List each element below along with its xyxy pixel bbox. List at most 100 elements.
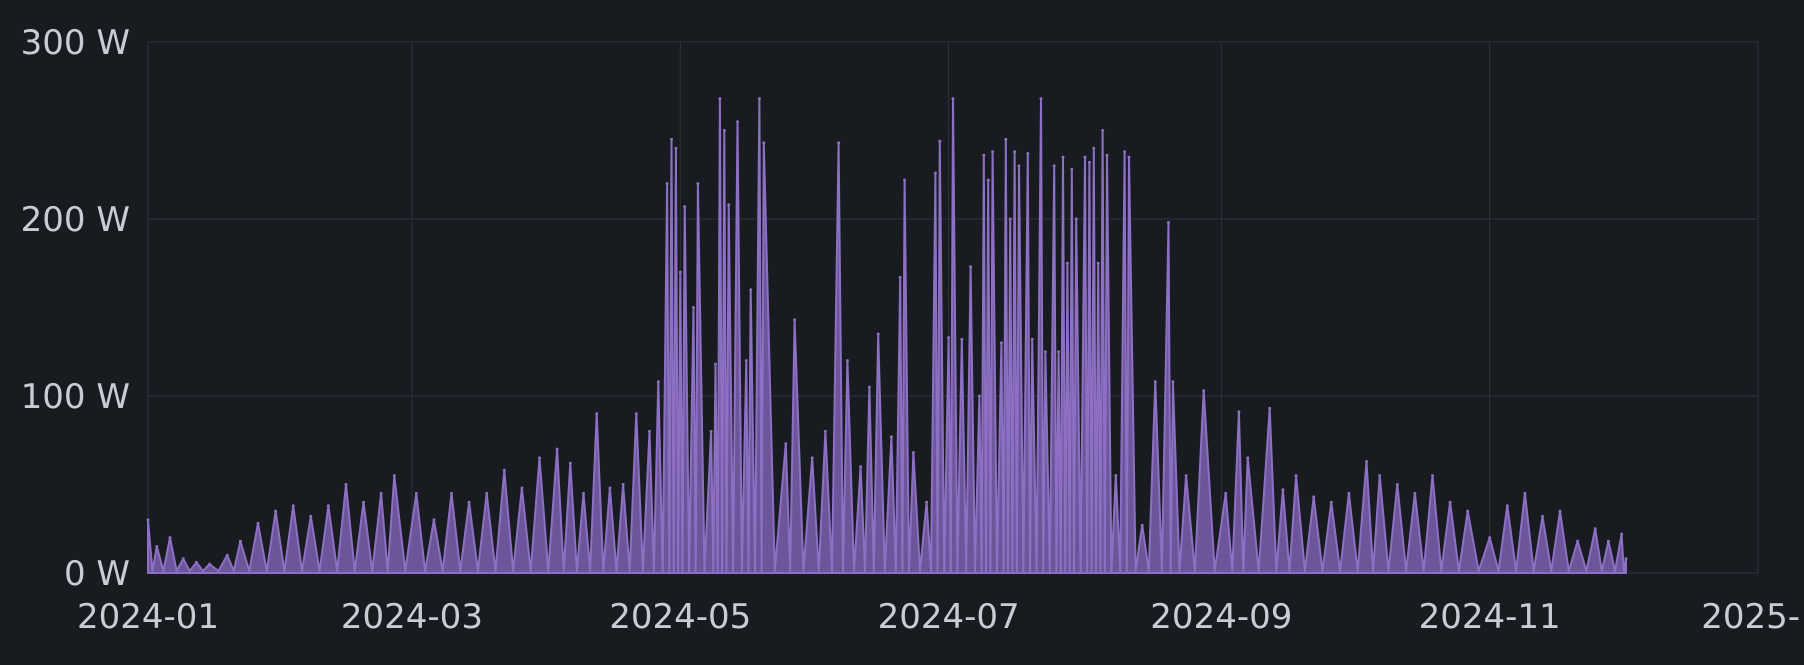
y-tick-label: 200 W xyxy=(21,200,130,240)
data-point xyxy=(257,522,260,525)
data-point xyxy=(1092,147,1095,150)
data-point xyxy=(1070,168,1073,171)
data-point xyxy=(1466,510,1469,513)
data-point xyxy=(432,518,435,521)
data-point xyxy=(749,288,752,291)
data-point xyxy=(1128,156,1131,159)
data-point xyxy=(1625,557,1628,560)
data-point xyxy=(182,557,185,560)
data-point xyxy=(415,492,418,495)
data-point xyxy=(1013,150,1016,153)
data-point xyxy=(1224,492,1227,495)
data-point xyxy=(1237,410,1240,413)
data-point xyxy=(208,563,211,566)
x-tick-label: 2024-01 xyxy=(77,597,219,637)
data-point xyxy=(952,97,955,100)
data-point xyxy=(969,265,972,268)
data-point xyxy=(899,276,902,279)
data-point xyxy=(1488,536,1491,539)
data-point xyxy=(1541,515,1544,518)
data-point xyxy=(1000,341,1003,344)
data-point xyxy=(1009,218,1012,221)
data-point xyxy=(723,129,726,132)
data-point xyxy=(1268,407,1271,410)
data-point xyxy=(903,179,906,182)
data-point xyxy=(1171,380,1174,383)
data-point xyxy=(1295,474,1298,477)
data-point xyxy=(226,554,229,557)
x-tick-label: 2024-09 xyxy=(1150,597,1292,637)
data-point xyxy=(393,474,396,477)
data-point xyxy=(710,430,713,433)
data-point xyxy=(1057,350,1060,353)
data-point xyxy=(1281,488,1284,491)
data-point xyxy=(520,487,523,490)
data-point xyxy=(622,483,625,486)
data-point xyxy=(450,492,453,495)
data-point xyxy=(912,451,915,454)
data-point xyxy=(239,540,242,543)
data-point xyxy=(670,138,673,141)
data-point xyxy=(1040,97,1043,100)
data-point xyxy=(1097,262,1100,265)
data-point xyxy=(362,501,365,504)
data-point xyxy=(582,492,585,495)
data-point xyxy=(1559,510,1562,513)
data-point xyxy=(1062,156,1065,159)
data-point xyxy=(679,271,682,274)
data-point xyxy=(868,386,871,389)
data-point xyxy=(1312,495,1315,498)
data-point xyxy=(503,469,506,472)
data-point xyxy=(1114,474,1117,477)
data-point xyxy=(991,150,994,153)
data-point xyxy=(1031,338,1034,341)
data-point xyxy=(1449,501,1452,504)
data-point xyxy=(1413,492,1416,495)
data-point xyxy=(758,97,761,100)
data-point xyxy=(846,359,849,362)
data-point xyxy=(1347,492,1350,495)
data-point xyxy=(890,435,893,438)
x-tick-label: 2025- xyxy=(1701,597,1800,637)
data-point xyxy=(345,483,348,486)
data-point xyxy=(736,120,739,123)
data-point xyxy=(1018,164,1021,167)
data-point xyxy=(1330,501,1333,504)
data-point xyxy=(1106,154,1109,157)
x-tick-label: 2024-05 xyxy=(609,597,751,637)
data-point xyxy=(727,203,730,206)
data-point xyxy=(1084,156,1087,159)
data-point xyxy=(745,359,748,362)
x-tick-label: 2024-03 xyxy=(341,597,483,637)
data-point xyxy=(1365,460,1368,463)
data-point xyxy=(987,179,990,182)
data-point xyxy=(635,412,638,415)
y-tick-label: 100 W xyxy=(21,377,130,417)
data-point xyxy=(1202,389,1205,392)
data-point xyxy=(147,518,150,521)
data-point xyxy=(1088,161,1091,164)
data-point xyxy=(718,97,721,100)
data-point xyxy=(1594,527,1597,530)
x-tick-label: 2024-07 xyxy=(878,597,1020,637)
data-point xyxy=(1026,152,1029,155)
data-point xyxy=(292,504,295,507)
data-point xyxy=(938,140,941,143)
data-point xyxy=(1154,380,1157,383)
data-point xyxy=(1378,474,1381,477)
data-point xyxy=(1576,540,1579,543)
data-point xyxy=(811,456,814,459)
data-point xyxy=(608,487,611,490)
data-point xyxy=(595,412,598,415)
data-point xyxy=(762,141,765,144)
data-point xyxy=(1185,474,1188,477)
data-point xyxy=(925,501,928,504)
data-point xyxy=(837,141,840,144)
data-point xyxy=(1141,524,1144,527)
data-point xyxy=(947,336,950,339)
data-point xyxy=(1004,138,1007,141)
data-point xyxy=(1246,456,1249,459)
data-point xyxy=(877,333,880,336)
data-point xyxy=(1044,350,1047,353)
